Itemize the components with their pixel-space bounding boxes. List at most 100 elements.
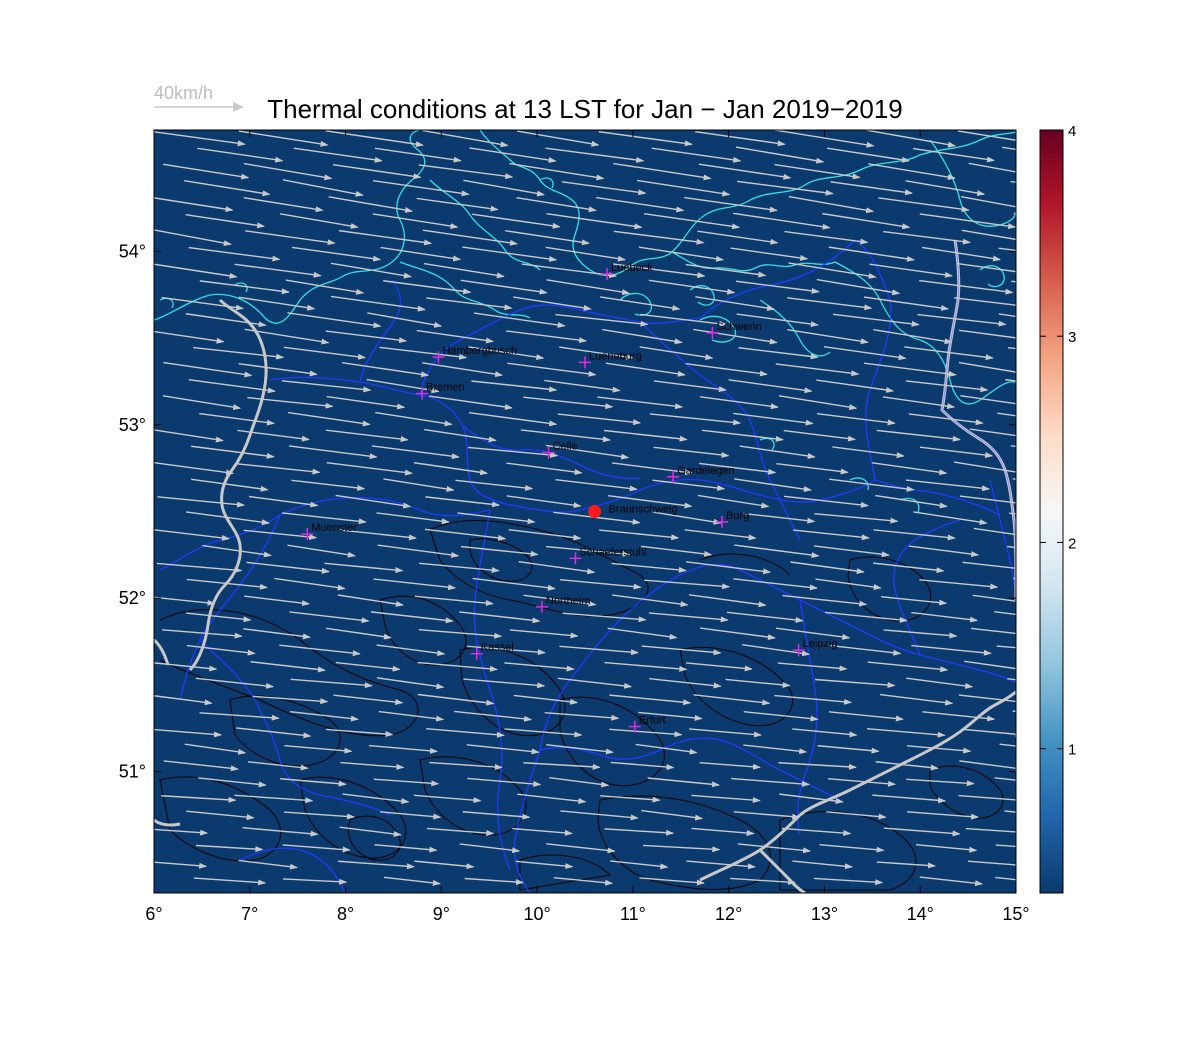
x-tick-label: 8° xyxy=(337,904,354,924)
wind-vector xyxy=(653,380,727,393)
wind-vector xyxy=(725,678,791,688)
wind-vector xyxy=(919,579,999,590)
y-axis: 51° 52° 53° 54° xyxy=(119,241,1016,782)
wind-vector xyxy=(429,395,513,410)
wind-vector xyxy=(459,843,521,854)
wind-vector xyxy=(243,529,318,540)
wind-vector xyxy=(953,297,1016,306)
wind-vector xyxy=(598,131,693,147)
wind-vector xyxy=(957,262,1016,273)
wind-vector xyxy=(413,462,489,476)
wind-vector xyxy=(997,412,1016,417)
wind-vector xyxy=(468,346,545,361)
wind-vector xyxy=(691,794,761,804)
wind-vector xyxy=(699,462,777,475)
wind-vector xyxy=(284,745,353,754)
wind-vector xyxy=(647,777,720,788)
city-label: Kassel xyxy=(481,642,514,654)
wind-vector xyxy=(375,411,453,427)
wind-vector xyxy=(238,130,329,147)
city-marker: Burg xyxy=(715,510,749,528)
wind-vector xyxy=(517,130,600,147)
wind-vector xyxy=(832,446,905,459)
wind-vector xyxy=(293,147,383,163)
wind-vector xyxy=(545,444,630,460)
x-tick-label: 6° xyxy=(145,904,162,924)
wind-vector xyxy=(873,529,956,541)
wind-vector xyxy=(330,295,426,312)
wind-vector xyxy=(422,130,509,148)
wind-vector xyxy=(639,877,705,886)
city-label: Schwerin xyxy=(716,321,761,333)
wind-vector xyxy=(422,229,519,246)
wind-vector xyxy=(523,594,597,607)
wind-vector xyxy=(154,728,223,738)
wind-vector xyxy=(919,213,1016,230)
wind-vector xyxy=(237,429,310,442)
wind-vector xyxy=(863,362,957,377)
x-axis: 6° 7° 8° 9° 10° 11° 12° 13° 14° 15° xyxy=(145,130,1030,924)
wind-vector xyxy=(730,247,809,261)
wind-vector xyxy=(778,395,858,411)
wind-vector xyxy=(635,743,698,755)
wind-vector xyxy=(640,545,713,557)
wind-vector xyxy=(243,162,333,181)
wind-vector xyxy=(154,662,218,672)
wind-vector xyxy=(248,495,319,508)
wind-vector xyxy=(339,826,402,837)
city-label: Hambergbusch xyxy=(442,345,517,357)
city-marker: Leipzig xyxy=(792,638,837,657)
wind-vector xyxy=(289,611,370,624)
wind-vector xyxy=(828,246,915,262)
wind-vector xyxy=(919,446,994,458)
wind-vector xyxy=(507,362,597,377)
y-tick-label: 54° xyxy=(119,241,146,261)
wind-vector xyxy=(972,594,1016,602)
wind-vector xyxy=(154,131,246,147)
wind-vector xyxy=(185,511,270,526)
wind-vector xyxy=(330,262,412,279)
wind-vector xyxy=(429,761,503,770)
wind-vector xyxy=(555,479,638,492)
wind-vector xyxy=(157,496,245,508)
wind-vector xyxy=(466,744,540,755)
wind-vector xyxy=(640,313,728,327)
x-tick-label: 7° xyxy=(241,904,258,924)
wind-vector xyxy=(366,378,440,394)
wind-vector xyxy=(424,428,497,443)
city-label: Schaeferstuhl xyxy=(579,546,646,558)
wind-vector xyxy=(193,877,267,886)
station-dot xyxy=(588,505,602,518)
wind-vector xyxy=(383,478,455,492)
wind-vector xyxy=(958,794,1016,801)
wind-vector xyxy=(967,860,1016,866)
wind-vector xyxy=(234,794,314,804)
wind-vector xyxy=(333,694,404,706)
wind-vector xyxy=(814,513,899,524)
wind-vector xyxy=(879,693,954,706)
wind-vector xyxy=(289,710,359,722)
wind-vector xyxy=(247,761,309,771)
wind-vector xyxy=(292,246,382,262)
wind-vector xyxy=(642,844,721,853)
reference-vector: 40km/h xyxy=(154,83,244,112)
x-tick-label: 9° xyxy=(433,904,450,924)
wind-vector xyxy=(994,611,1016,616)
wind-vector xyxy=(188,379,276,394)
wind-vector xyxy=(468,412,558,427)
wind-vector xyxy=(738,347,819,360)
wind-vector xyxy=(596,196,685,213)
wind-vector xyxy=(560,810,639,821)
wind-vector xyxy=(699,761,762,770)
wind-vector xyxy=(734,544,820,559)
wind-vector xyxy=(154,596,216,606)
wind-vector xyxy=(419,562,500,574)
wind-vector xyxy=(197,147,284,163)
city-marker: Kassel xyxy=(470,642,514,660)
wind-vector xyxy=(863,296,950,311)
wind-vector xyxy=(472,577,556,591)
wind-vector xyxy=(418,164,514,180)
wind-vector xyxy=(154,330,225,344)
wind-vector xyxy=(520,429,611,443)
